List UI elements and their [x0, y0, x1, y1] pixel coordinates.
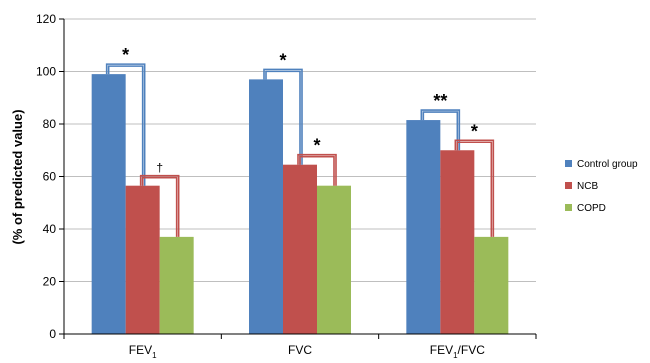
y-tick-label: 40	[43, 222, 57, 236]
legend-label: Control group	[577, 159, 638, 170]
significance-bracket	[420, 109, 461, 151]
bar-ncb	[125, 185, 160, 334]
bar-ncb	[283, 164, 317, 334]
legend-swatch	[565, 182, 572, 189]
legend-label: NCB	[577, 181, 598, 192]
y-tick-label: 60	[43, 170, 57, 184]
significance-bracket	[297, 153, 337, 186]
significance-marker: *	[122, 45, 129, 65]
legend-swatch	[565, 160, 572, 167]
bar-control-group	[249, 79, 283, 334]
legend-swatch	[565, 204, 572, 211]
significance-marker: †	[156, 161, 163, 175]
significance-bracket	[105, 63, 146, 186]
significance-marker: *	[279, 50, 286, 70]
significance-bracket	[139, 174, 180, 237]
significance-marker: **	[433, 91, 447, 111]
x-category-label: FEV1	[129, 343, 157, 360]
y-tick-label: 120	[36, 12, 56, 26]
bar-copd	[474, 236, 509, 334]
bar-copd	[159, 236, 194, 334]
significance-marker: *	[313, 136, 320, 156]
significance-bracket	[107, 65, 144, 186]
significance-bracket	[141, 176, 178, 237]
legend: Control group NCB COPD	[565, 159, 638, 214]
y-tick-label: 20	[43, 275, 57, 289]
bars	[91, 74, 509, 334]
axes: 0 20 40 60 80 100 120 FEV1 FVC FEV1/FVC	[36, 12, 537, 360]
bar-control-group	[91, 74, 126, 334]
x-category-label: FVC	[288, 343, 312, 357]
y-axis-label: (% of predicted value)	[10, 109, 25, 244]
significance-bracket	[299, 155, 335, 186]
y-tick-label: 80	[43, 117, 57, 131]
significance-marker: *	[471, 121, 478, 141]
y-tick-label: 100	[36, 65, 56, 79]
significance-bracket	[265, 70, 301, 165]
significance-bracket	[422, 111, 459, 151]
significance-bracket	[456, 141, 493, 237]
bar-copd	[317, 185, 351, 334]
bar-control-group	[406, 120, 441, 334]
significance-bracket	[454, 139, 495, 237]
y-tick-label: 0	[49, 327, 56, 341]
x-category-label: FEV1/FVC	[430, 343, 485, 360]
legend-label: COPD	[577, 203, 606, 214]
significance-bracket	[263, 68, 303, 165]
bar-ncb	[440, 150, 475, 334]
significance-brackets: *†*****	[105, 45, 495, 237]
